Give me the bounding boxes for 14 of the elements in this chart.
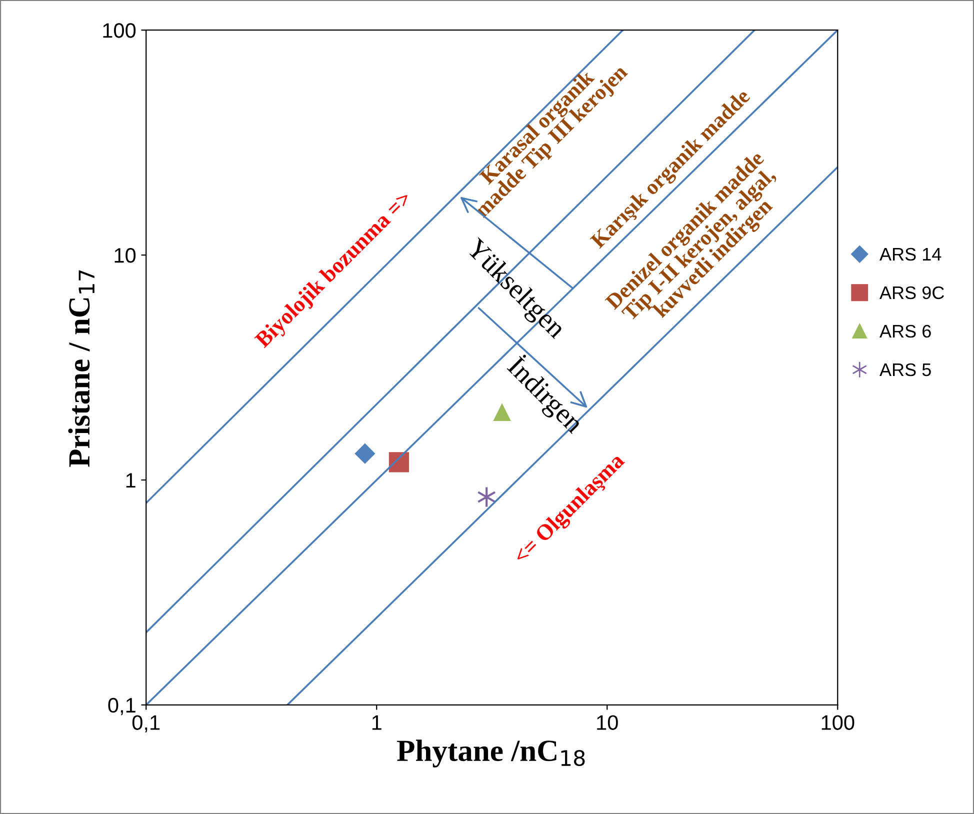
legend-label: ARS 9C [880,286,944,300]
x-tick-label: 10 [597,715,618,730]
x-tick-label: 1 [372,715,382,730]
y-tick-label: 100 [103,23,136,38]
y-tick-label: 1 [126,473,136,488]
x-axis-title: Phytane /nC$_{18}$ [397,740,585,768]
x-tick-label: 100 [822,715,854,730]
y-axis-title: Pristane / nC$_{17}$ [68,270,94,467]
legend-label: ARS 5 [880,363,931,376]
y-tick-label: 10 [114,248,136,263]
x-tick-label: 0,1 [132,715,160,732]
y-tick-label: 0,1 [108,698,136,716]
legend-label: ARS 6 [880,324,931,338]
legend-label: ARS 14 [880,248,942,261]
